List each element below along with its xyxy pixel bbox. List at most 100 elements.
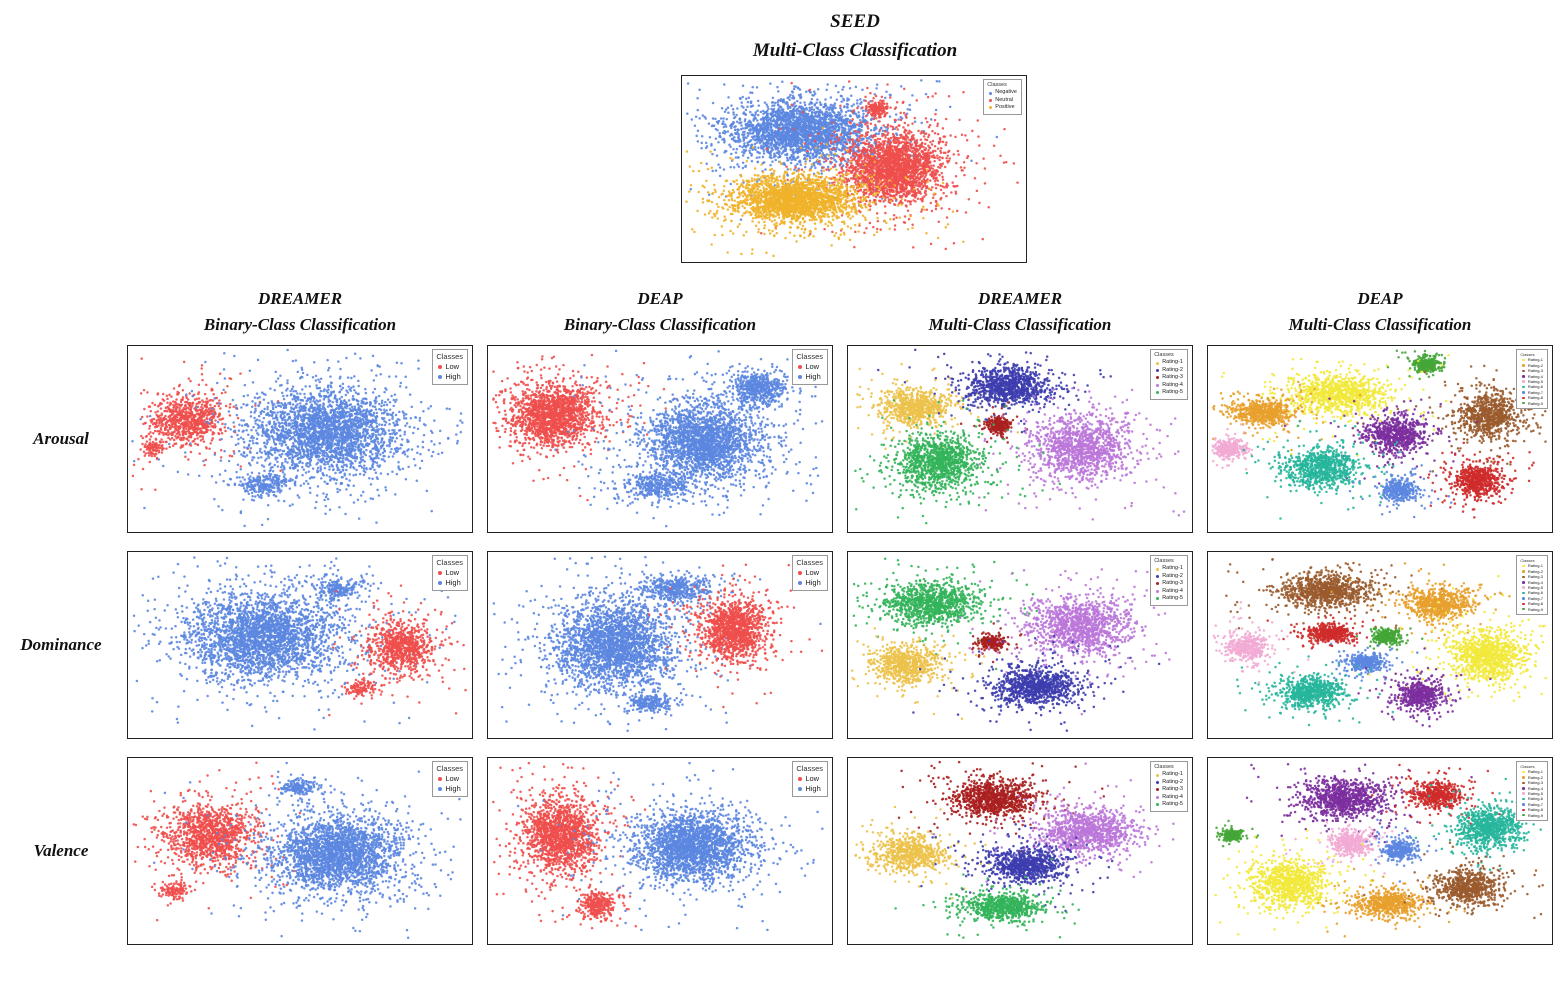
legend-entry-label: Rating-3	[1527, 574, 1543, 580]
legend-entry-label: Rating-9	[1527, 606, 1543, 612]
legend-entry-label: Rating-1	[1527, 563, 1543, 569]
legend-entry-label: Rating-7	[1527, 801, 1543, 807]
scatter-canvas	[848, 346, 1190, 530]
legend-entry-label: Rating-6	[1527, 384, 1543, 390]
legend-marker-icon	[1156, 773, 1160, 777]
legend-entry: Rating-4	[1520, 580, 1543, 585]
legend-entry-label: High	[805, 784, 821, 794]
legend-entry: Rating-6	[1520, 384, 1543, 389]
legend-marker-icon	[1522, 803, 1525, 806]
legend-marker-icon	[1522, 808, 1525, 812]
legend-title: Classes	[436, 764, 463, 773]
legend-entry: Low	[796, 362, 823, 372]
legend-entry: Rating-4	[1520, 374, 1543, 379]
legend-entry-label: Low	[805, 774, 820, 784]
legend-entry-label: Rating-2	[1527, 774, 1543, 780]
legend-marker-icon	[1522, 570, 1525, 573]
legend-marker-icon	[1522, 607, 1525, 611]
legend-entry-label: High	[805, 578, 821, 588]
legend-entry: Rating-7	[1520, 802, 1543, 807]
legend-entry-label: Rating-2	[1162, 778, 1183, 785]
legend-entry-label: Rating-4	[1527, 785, 1543, 791]
legend-box: Classes Low High	[792, 555, 828, 592]
legend-entry: Rating-1	[1154, 771, 1183, 778]
legend-marker-icon	[438, 787, 443, 792]
legend-entry: Rating-6	[1520, 796, 1543, 801]
scatter-canvas	[488, 346, 830, 530]
legend-entry: Rating-3	[1520, 574, 1543, 579]
column-title-line2: Multi-Class Classification	[1288, 314, 1472, 334]
legend-box: Classes Rating-1 Rating-2 Rating-3 Rating-4 R…	[1150, 555, 1188, 606]
legend-entry: Rating-5	[1520, 585, 1543, 590]
legend-entry: High	[436, 372, 463, 382]
legend-entry: Low	[796, 568, 823, 578]
legend-marker-icon	[1522, 581, 1525, 584]
legend-title: Classes	[1154, 764, 1174, 770]
legend-entry-label: Neutral	[995, 96, 1014, 103]
legend-box: Classes Low High	[792, 761, 828, 798]
legend-marker-icon	[1156, 575, 1160, 579]
legend-entry: High	[796, 372, 823, 382]
legend-entry: Rating-3	[1154, 580, 1183, 587]
legend-entry-label: Rating-5	[1527, 790, 1543, 796]
legend-entry-label: Rating-7	[1527, 595, 1543, 601]
legend-entry: Negative	[987, 89, 1017, 96]
seed-title-line1: SEED	[830, 11, 880, 32]
legend-marker-icon	[1522, 375, 1525, 378]
legend-title: Classes	[436, 352, 463, 361]
legend-entry: Rating-5	[1154, 389, 1183, 396]
legend-marker-icon	[438, 571, 443, 576]
column-title-line2: Binary-Class Classification	[203, 314, 397, 334]
legend-entry: Low	[436, 774, 463, 784]
legend-entry: Positive	[987, 104, 1017, 111]
legend-entry: Rating-1	[1154, 359, 1183, 366]
legend-marker-icon	[1522, 385, 1525, 389]
legend-entry-label: Rating-6	[1527, 796, 1543, 802]
scatter-canvas	[848, 552, 1190, 736]
legend-marker-icon	[1156, 589, 1160, 593]
scatter-canvas	[128, 346, 470, 530]
legend-entry-label: Rating-9	[1527, 400, 1543, 406]
legend-marker-icon	[1522, 564, 1525, 568]
legend-marker-icon	[798, 365, 803, 370]
legend-entry: Rating-4	[1154, 794, 1183, 801]
legend-entry-label: Rating-1	[1162, 771, 1183, 778]
scatter-canvas	[1208, 552, 1550, 736]
scatter-panel-dominance-deap-binary: Classes Low High	[487, 551, 833, 739]
legend-entry-label: Rating-5	[1162, 595, 1183, 602]
legend-entry-label: High	[445, 578, 461, 588]
legend-marker-icon	[1522, 575, 1525, 579]
legend-entry: Rating-8	[1520, 807, 1543, 812]
legend-marker-icon	[1156, 391, 1160, 395]
legend-entry: Rating-1	[1520, 563, 1543, 568]
column-title-line2: Multi-Class Classification	[928, 314, 1112, 334]
legend-entry-label: Rating-5	[1162, 389, 1183, 396]
scatter-canvas	[1208, 758, 1550, 942]
legend-marker-icon	[1522, 792, 1525, 795]
column-title-line1: DREAMER	[977, 289, 1063, 308]
column-title-deap-binary: DEAP Binary-Class Classification	[487, 286, 833, 337]
legend-title: Classes	[436, 558, 463, 567]
legend-marker-icon	[1156, 376, 1160, 380]
legend-marker-icon	[989, 91, 993, 95]
legend-entry-label: Low	[805, 362, 820, 372]
legend-entry-label: Rating-4	[1162, 587, 1183, 594]
scatter-panel-arousal-deap-binary: Classes Low High	[487, 345, 833, 533]
legend-title: Classes	[1520, 764, 1535, 769]
legend-entry: Rating-5	[1520, 379, 1543, 384]
legend-marker-icon	[798, 571, 803, 576]
legend-entry: Rating-9	[1520, 607, 1543, 612]
scatter-panel-valence-deap-multi: Classes Rating-1 Rating-2 Rating-3 Rating-4 R…	[1207, 757, 1553, 945]
legend-marker-icon	[1522, 380, 1525, 383]
legend-box: Classes Low High	[432, 555, 468, 592]
column-title-dreamer-multi: DREAMER Multi-Class Classification	[847, 286, 1193, 337]
legend-entry-label: High	[445, 372, 461, 382]
legend-entry-label: Negative	[995, 89, 1017, 96]
legend-box: Classes Low High	[792, 349, 828, 386]
legend-entry: Low	[436, 568, 463, 578]
column-title-line2: Binary-Class Classification	[563, 314, 757, 334]
legend-entry-label: Rating-5	[1527, 378, 1543, 384]
scatter-canvas	[128, 552, 470, 736]
legend-title: Classes	[1154, 558, 1174, 564]
legend-marker-icon	[798, 581, 803, 586]
